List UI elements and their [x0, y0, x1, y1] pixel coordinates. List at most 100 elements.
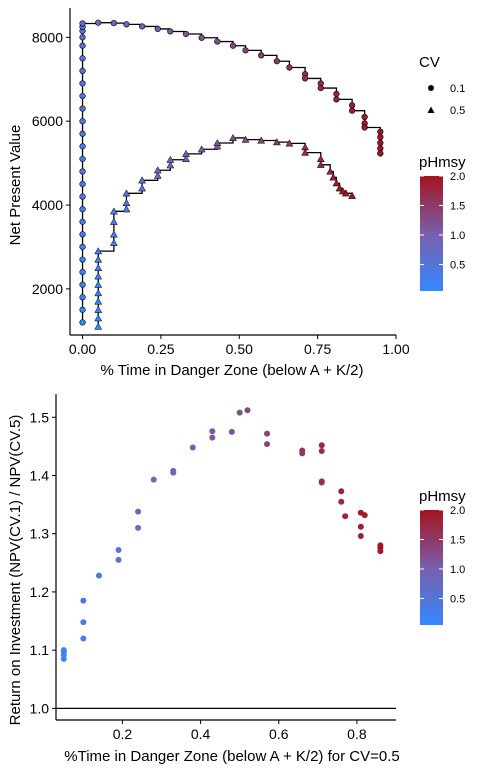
roi-point — [357, 533, 364, 540]
roi-point — [318, 478, 325, 485]
y-tick-label: 1.5 — [30, 409, 50, 425]
npv-point-cv01 — [79, 218, 86, 225]
npv-point-cv01 — [79, 130, 86, 137]
roi-point — [357, 509, 364, 516]
npv-point-cv01 — [258, 52, 265, 59]
npv-point-cv01 — [79, 256, 86, 263]
roi-point — [60, 647, 67, 654]
npv-point-cv01 — [317, 84, 324, 92]
npv-point-cv05 — [241, 135, 250, 143]
roi-point — [264, 430, 271, 437]
npv-point-cv05 — [94, 247, 103, 255]
npv-points — [79, 19, 384, 330]
npv-point-cv05 — [326, 167, 335, 175]
npv-point-cv05 — [197, 145, 206, 153]
npv-point-cv01 — [377, 139, 384, 147]
roi-point — [115, 556, 122, 563]
npv-point-cv01 — [79, 105, 86, 112]
npv-point-cv05 — [285, 139, 294, 147]
npv-point-cv01 — [214, 38, 221, 45]
phmsy-legend-top-title: pHmsy — [419, 154, 466, 171]
npv-point-cv05 — [166, 155, 175, 163]
npv-point-cv05 — [109, 207, 118, 215]
npv-point-cv01 — [167, 28, 174, 35]
npv-point-cv05 — [348, 191, 357, 199]
roi-point — [135, 524, 142, 531]
npv-point-cv05 — [94, 272, 103, 280]
npv-point-cv01 — [79, 118, 86, 125]
npv-point-cv05 — [301, 148, 310, 156]
cv-legend: CV 0.1 0.5 — [419, 54, 465, 117]
roi-y-axis-label: Return on Investment (NPV(CV.1) / NPV(CV… — [7, 415, 24, 726]
roi-point — [318, 448, 325, 455]
npv-axes: 2000 4000 6000 8000 0.00 0.25 0.50 0.75 1.00 — [32, 8, 410, 357]
npv-point-cv01 — [333, 90, 340, 98]
roi-point — [357, 523, 364, 530]
npv-point-cv01 — [79, 269, 86, 276]
cv-legend-label-1: 0.5 — [450, 105, 465, 117]
roi-point — [377, 542, 384, 549]
npv-point-cv01 — [79, 143, 86, 150]
npv-point-cv01 — [79, 193, 86, 200]
npv-point-cv01 — [377, 128, 384, 135]
y-tick-label: 1.4 — [30, 468, 50, 484]
npv-point-cv01 — [79, 294, 86, 301]
colorbar-tick-label: 0.5 — [450, 259, 465, 271]
roi-point — [299, 447, 306, 454]
npv-point-cv01 — [79, 42, 86, 49]
roi-point — [115, 547, 122, 554]
cv-legend-triangle-icon — [427, 106, 435, 113]
npv-point-cv05 — [335, 184, 344, 192]
y-tick-label: 1.3 — [30, 526, 50, 542]
colorbar-tick-label: 1.5 — [450, 534, 465, 546]
roi-x-axis-label: %Time in Danger Zone (below A + K/2) for… — [64, 748, 399, 765]
npv-point-cv05 — [109, 238, 118, 246]
npv-point-cv01 — [349, 102, 356, 109]
npv-point-cv01 — [79, 168, 86, 175]
npv-point-cv05 — [122, 205, 131, 213]
npv-point-cv01 — [95, 19, 102, 26]
x-tick-label: 0.6 — [269, 726, 289, 742]
phmsy-colorbar-top — [420, 176, 443, 291]
x-tick-label: 0.4 — [191, 726, 211, 742]
npv-point-cv05 — [94, 305, 103, 313]
phmsy-colorbar-bottom-ticks: 0.5 1.0 1.5 2.0 — [420, 505, 465, 605]
x-tick-label: 0.75 — [304, 341, 331, 357]
x-tick-label: 0.00 — [69, 341, 96, 357]
npv-point-cv01 — [301, 75, 309, 82]
npv-point-cv01 — [377, 134, 384, 141]
y-tick-label: 1.0 — [30, 700, 50, 716]
y-tick-label: 4000 — [32, 197, 63, 213]
npv-point-cv01 — [79, 92, 86, 100]
npv-point-cv01 — [286, 64, 293, 71]
npv-point-cv01 — [361, 113, 368, 121]
phmsy-colorbar-bottom — [420, 510, 443, 625]
npv-point-cv05 — [316, 160, 325, 168]
npv-point-cv05 — [153, 166, 162, 174]
npv-point-cv01 — [79, 319, 86, 326]
x-tick-label: 0.8 — [347, 726, 367, 742]
roi-point — [80, 619, 87, 626]
npv-point-cv01 — [79, 281, 86, 288]
cv-legend-label-0: 0.1 — [450, 83, 465, 95]
npv-point-cv05 — [94, 297, 103, 305]
npv-point-cv01 — [79, 67, 86, 74]
npv-point-cv01 — [273, 58, 280, 65]
roi-point — [318, 442, 325, 449]
npv-point-cv05 — [182, 149, 190, 157]
npv-point-cv01 — [79, 34, 86, 41]
x-tick-label: 1.00 — [382, 341, 409, 357]
npv-y-axis-title: Net Present Value — [7, 125, 24, 246]
npv-point-cv01 — [377, 150, 384, 157]
npv-chart: Net Present Value % Time in Danger Zone … — [7, 8, 466, 379]
npv-point-cv01 — [79, 180, 86, 188]
y-tick-label: 1.1 — [30, 642, 50, 658]
npv-point-cv01 — [349, 107, 356, 114]
npv-point-cv05 — [153, 171, 162, 179]
npv-point-cv05 — [94, 280, 103, 288]
npv-point-cv01 — [182, 30, 190, 38]
roi-point — [150, 476, 157, 483]
npv-point-cv05 — [109, 217, 118, 225]
roi-y-axis-title: Return on Investment (NPV(CV.1) / NPV(CV… — [7, 415, 24, 726]
roi-axes: 1.0 1.1 1.2 1.3 1.4 1.5 0.2 0.4 0.6 0.8 — [30, 394, 396, 742]
